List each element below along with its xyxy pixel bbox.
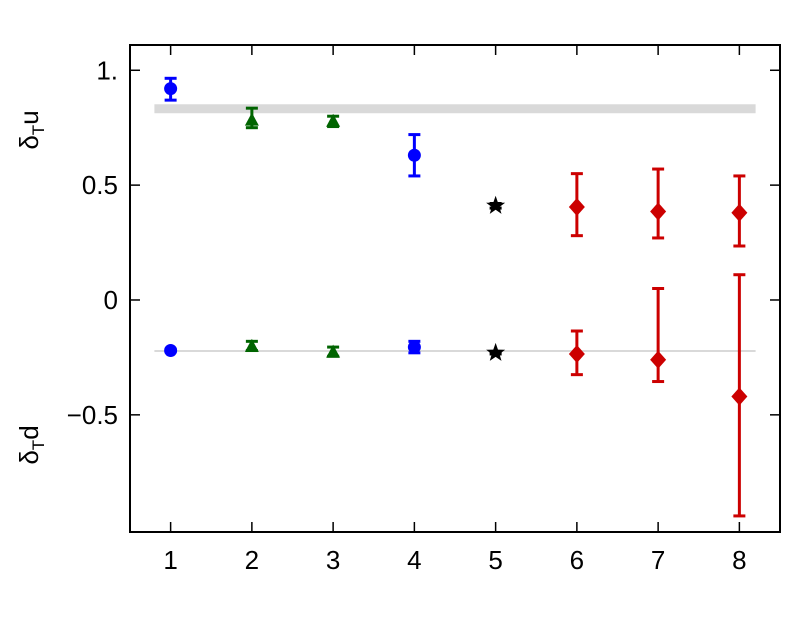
marker bbox=[486, 195, 506, 214]
marker bbox=[407, 148, 421, 162]
symbol: δ bbox=[14, 135, 44, 149]
y-tick-label: 0.5 bbox=[82, 170, 118, 200]
x-tick-label: 6 bbox=[570, 545, 584, 575]
y-tick-label: −0.5 bbox=[67, 400, 118, 430]
x-tick-label: 8 bbox=[732, 545, 746, 575]
marker bbox=[650, 350, 667, 369]
marker bbox=[568, 344, 585, 363]
label-text: d bbox=[14, 425, 44, 439]
plot-frame bbox=[129, 44, 781, 533]
x-tick-label: 3 bbox=[326, 545, 340, 575]
y-label-upper: δTu bbox=[14, 110, 48, 149]
subscript: T bbox=[29, 440, 48, 450]
marker bbox=[731, 203, 748, 222]
x-tick-label: 4 bbox=[407, 545, 421, 575]
x-tick-label: 1 bbox=[163, 545, 177, 575]
y-label-lower: δTd bbox=[14, 425, 48, 464]
marker bbox=[164, 82, 178, 96]
marker bbox=[326, 344, 341, 358]
symbol: δ bbox=[14, 450, 44, 464]
marker bbox=[731, 387, 748, 406]
marker bbox=[486, 342, 506, 361]
label-text: u bbox=[14, 110, 44, 124]
x-tick-label: 2 bbox=[245, 545, 259, 575]
marker bbox=[244, 112, 259, 126]
marker bbox=[326, 113, 341, 127]
subscript: T bbox=[29, 125, 48, 135]
marker bbox=[407, 340, 421, 354]
y-tick-label: 0 bbox=[104, 285, 118, 315]
x-tick-label: 5 bbox=[488, 545, 502, 575]
x-tick-label: 7 bbox=[651, 545, 665, 575]
marker bbox=[650, 202, 667, 221]
marker bbox=[244, 338, 259, 352]
marker bbox=[568, 197, 585, 216]
reference-band bbox=[154, 104, 756, 114]
marker bbox=[164, 344, 178, 358]
y-tick-label: 1. bbox=[96, 55, 118, 85]
